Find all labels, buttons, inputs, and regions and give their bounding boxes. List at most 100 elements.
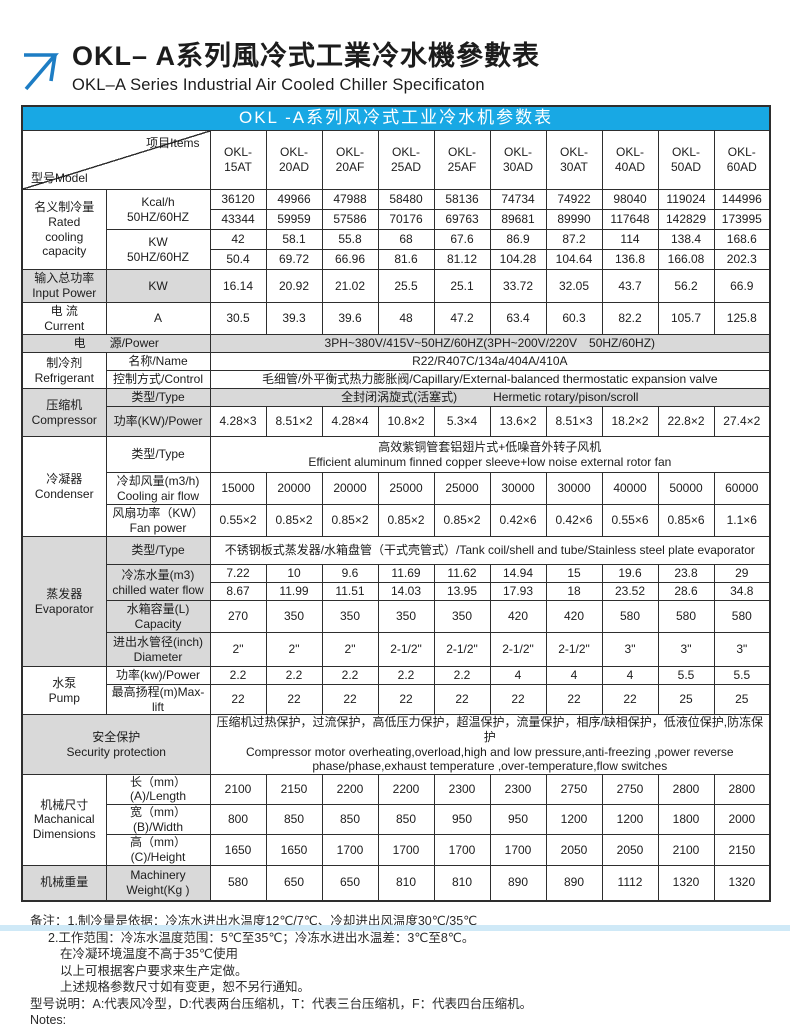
label-refrigerant-name: 名称/Name <box>105 352 211 371</box>
height-value-cell: 2150 <box>713 834 771 866</box>
compressor-power-value-cell: 18.2×2 <box>601 406 659 437</box>
weight-value-cell: 580 <box>209 864 267 902</box>
height-value-cell: 1700 <box>433 834 491 866</box>
max-lift-value-cell: 22 <box>209 683 267 716</box>
length-value-cell: 2800 <box>657 773 715 806</box>
row-security: 安全保护 Security protection 压缩机过热保护，过流保护，高低… <box>21 714 771 775</box>
label-rated-cooling: 名义制冷量 Rated cooling capacity <box>21 189 107 270</box>
row-current: 电 流 Current A 30.5 39.3 39.6 48 47.2 63.4 60.3… <box>21 302 771 335</box>
pump-power-value-cell: 4 <box>601 666 659 685</box>
cooling-air-flow-value-cell: 30000 <box>489 472 547 505</box>
row-pump-power: 水泵 Pump 功率(kw)/Power 2.2 2.2 2.2 2.2 2.2 4 4 4 5… <box>21 665 771 716</box>
length-value-cell: 2750 <box>601 773 659 806</box>
compressor-power-value-cell: 4.28×4 <box>321 406 379 437</box>
input-power-value-cell: 20.92 <box>265 269 323 303</box>
tank-capacity-value-cell: 420 <box>489 600 547 633</box>
weight-value-cell: 890 <box>545 864 603 902</box>
note-line: 上述规格参数尺寸如有变更，恕不另行通知。 <box>60 980 311 994</box>
compressor-power-value-cell: 27.4×2 <box>713 406 771 437</box>
kw50-value-cell: 58.1 <box>265 229 323 250</box>
compressor-type-value: 全封闭涡旋式(活塞式) Hermetic rotary/pison/scroll <box>209 388 771 407</box>
pump-power-value-cell: 2.2 <box>209 666 267 685</box>
kcal60-value-cell: 117648 <box>601 209 659 230</box>
fan-power-value-cell: 0.85×2 <box>433 504 491 537</box>
note-line: Notes: <box>30 1013 67 1027</box>
kcal60-value-cell: 142829 <box>657 209 715 230</box>
kw50-value-cell: 55.8 <box>321 229 379 250</box>
cooling-air-flow-value-cell: 50000 <box>657 472 715 505</box>
row-power-supply: 电 源/Power 3PH~380V/415V~50HZ/60HZ(3PH~20… <box>21 334 771 353</box>
label-condenser-type: 类型/Type <box>105 436 211 473</box>
label-dimensions: 机械尺寸 Machanical Dimensions <box>21 773 107 866</box>
row-refrigerant-control: 控制方式/Control 毛细管/外平衡式热力膨胀阀/Capillary/Ext… <box>22 370 771 389</box>
pipe-diameter-value-cell: 2" <box>321 632 379 667</box>
tank-capacity-value-cell: 270 <box>209 600 267 633</box>
kw60-value-cell: 69.72 <box>265 249 323 270</box>
chilled-water-60-value-cell: 17.93 <box>489 582 547 601</box>
max-lift-value-cell: 22 <box>601 683 659 716</box>
pipe-diameter-value-cell: 3" <box>713 632 771 667</box>
kcal50-value-cell: 49966 <box>265 189 323 210</box>
chilled-water-60-value-cell: 13.95 <box>433 582 491 601</box>
label-kw-unit: KW 50HZ/60HZ <box>105 229 211 270</box>
label-pump: 水泵 Pump <box>21 665 107 716</box>
max-lift-value-cell: 25 <box>713 683 771 716</box>
row-pipe-diameter: 进出水管径(inch) Diameter 2" 2" 2" 2-1/2" 2-1/2" 2… <box>22 632 771 667</box>
row-rated-kcal-60: 43344 59959 57586 70176 69763 89681 89990 11764… <box>22 209 771 230</box>
current-value-cell: 105.7 <box>657 302 715 335</box>
chilled-water-50-value-cell: 7.22 <box>209 564 267 583</box>
chilled-water-50-value-cell: 9.6 <box>321 564 379 583</box>
row-input-power: 输入总功率 Input Power KW 16.14 20.92 21.02 25.5… <box>21 269 771 303</box>
current-value-cell: 125.8 <box>713 302 771 335</box>
input-power-value-cell: 25.5 <box>377 269 435 303</box>
model-header-cell: OKL- 15AT <box>209 129 267 190</box>
label-current: 电 流 Current <box>21 302 107 335</box>
fan-power-value-cell: 0.85×2 <box>265 504 323 537</box>
current-value-cell: 60.3 <box>545 302 603 335</box>
tank-capacity-value-cell: 350 <box>433 600 491 633</box>
spec-table: OKL -A系列风冷式工业冷水机参数表 型号Model 项目Items OKL-… <box>21 105 772 902</box>
height-value-cell: 1700 <box>377 834 435 866</box>
power-supply-value: 3PH~380V/415V~50HZ/60HZ(3PH~200V/220V 50… <box>209 334 771 353</box>
label-pipe-diameter: 进出水管径(inch) Diameter <box>105 632 211 667</box>
current-value-cell: 47.2 <box>433 302 491 335</box>
chilled-water-50-value-cell: 29 <box>713 564 771 583</box>
kcal60-value-cell: 59959 <box>265 209 323 230</box>
length-value-cell: 2100 <box>209 773 267 806</box>
row-fan-power: 风扇功率（KW） Fan power 0.55×2 0.85×2 0.85×2 0.8… <box>22 504 771 537</box>
compressor-power-value-cell: 13.6×2 <box>489 406 547 437</box>
height-value-cell: 2050 <box>601 834 659 866</box>
row-cooling-air-flow: 冷却风量(m3/h) Cooling air flow 15000 20000 20… <box>22 472 771 505</box>
row-max-lift: 最高扬程(m)Max-lift 22 22 22 22 22 22 22 22 25 25 <box>22 683 771 716</box>
kw50-value-cell: 68 <box>377 229 435 250</box>
label-height: 高（mm）(C)/Height <box>105 834 211 866</box>
row-rated-kcal-50: 名义制冷量 Rated cooling capacity Kcal/h 50HZ… <box>21 189 771 270</box>
fan-power-value-cell: 0.55×2 <box>209 504 267 537</box>
security-value: 压缩机过热保护，过流保护，高低压力保护，超温保护，流量保护，相序/缺相保护，低液… <box>209 714 771 775</box>
kw50-value-cell: 168.6 <box>713 229 771 250</box>
kw50-value-cell: 114 <box>601 229 659 250</box>
pipe-diameter-value-cell: 3" <box>601 632 659 667</box>
label-kw: KW <box>105 269 211 303</box>
width-value-cell: 1200 <box>601 803 659 836</box>
pipe-diameter-value-cell: 3" <box>657 632 715 667</box>
width-value-cell: 850 <box>321 803 379 836</box>
compressor-power-value-cell: 5.3×4 <box>433 406 491 437</box>
width-value-cell: 1200 <box>545 803 603 836</box>
label-pump-power: 功率(kw)/Power <box>105 666 211 685</box>
label-width: 宽（mm）(B)/Width <box>105 803 211 836</box>
label-chilled-water: 冷冻水量(m3) chilled water flow <box>105 564 211 601</box>
fan-power-value-cell: 0.85×2 <box>377 504 435 537</box>
weight-value-cell: 650 <box>265 864 323 902</box>
model-header-cell: OKL- 30AT <box>545 129 603 190</box>
max-lift-value-cell: 22 <box>321 683 379 716</box>
label-max-lift: 最高扬程(m)Max-lift <box>105 683 211 716</box>
label-kcal-unit: Kcal/h 50HZ/60HZ <box>105 189 211 230</box>
kcal50-value-cell: 58480 <box>377 189 435 210</box>
label-tank-capacity: 水箱容量(L) Capacity <box>105 600 211 633</box>
model-header-cell: OKL- 25AF <box>433 129 491 190</box>
condenser-type-value: 高效紫铜管套铝翅片式+低噪音外转子风机 Efficient aluminum f… <box>209 436 771 473</box>
label-evaporator-type: 类型/Type <box>105 536 211 565</box>
kcal50-value-cell: 74734 <box>489 189 547 210</box>
fan-power-value-cell: 0.42×6 <box>489 504 547 537</box>
